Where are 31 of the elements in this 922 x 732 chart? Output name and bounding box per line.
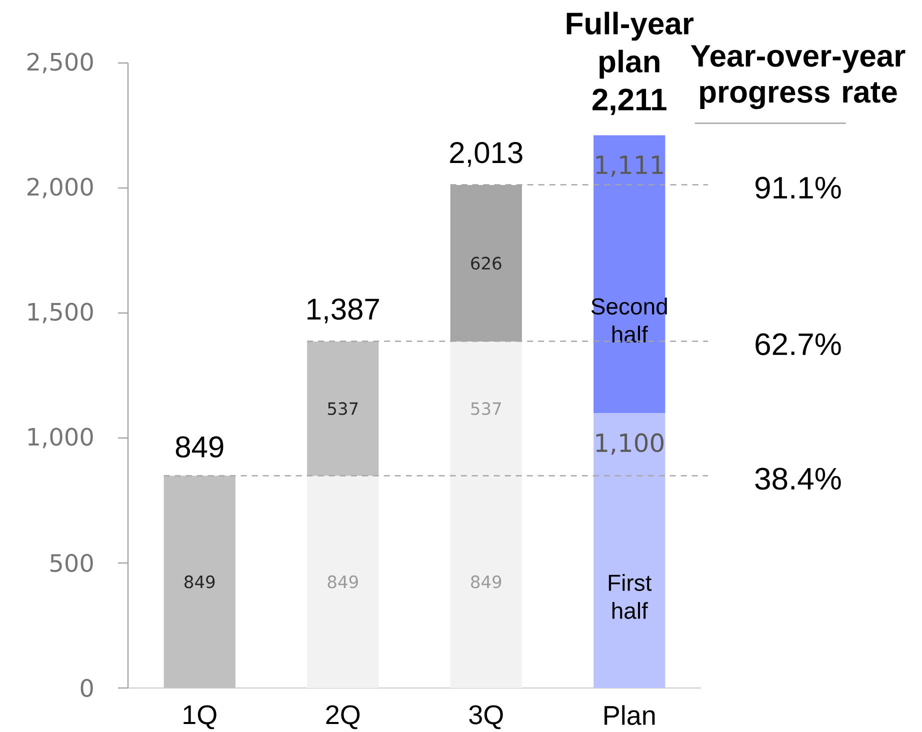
data-label: 849 xyxy=(471,575,502,588)
text: 62.7% xyxy=(756,333,841,356)
data-label: 1,100 xyxy=(596,433,664,455)
annotation: Year-over-year progress rate xyxy=(690,45,906,110)
y-tick-label: 500 xyxy=(50,554,93,572)
data-label: 537 xyxy=(328,402,358,416)
x-tick-label: 3Q xyxy=(469,705,503,730)
text: 38.4% xyxy=(755,468,841,490)
data-label: 626 xyxy=(471,256,502,270)
y-tick-label: 1,000 xyxy=(28,428,93,448)
y-tick-label: 2,500 xyxy=(28,52,93,74)
data-label: 537 xyxy=(471,402,501,416)
bar xyxy=(594,412,666,688)
data-label: 849 xyxy=(328,575,358,588)
total-label: 2,013 xyxy=(450,142,522,167)
bar xyxy=(594,135,666,413)
series-label: First half xyxy=(608,574,652,619)
y-tick-label: 1,500 xyxy=(28,302,93,324)
text: 91.1% xyxy=(756,176,841,199)
bar xyxy=(307,476,379,688)
data-label: 849 xyxy=(184,575,215,588)
x-tick-label: 2Q xyxy=(326,705,360,730)
x-tick-label: 1Q xyxy=(184,705,216,730)
y-tick-label: 2,000 xyxy=(28,178,93,198)
total-label: 849 xyxy=(176,436,224,458)
total-label: 1,387 xyxy=(308,298,379,324)
y-tick-label: 0 xyxy=(80,678,93,698)
bar xyxy=(307,341,379,476)
series-label: Second half xyxy=(591,298,667,343)
x-tick-label: Plan xyxy=(604,705,655,726)
data-label: 1,111 xyxy=(596,156,663,177)
